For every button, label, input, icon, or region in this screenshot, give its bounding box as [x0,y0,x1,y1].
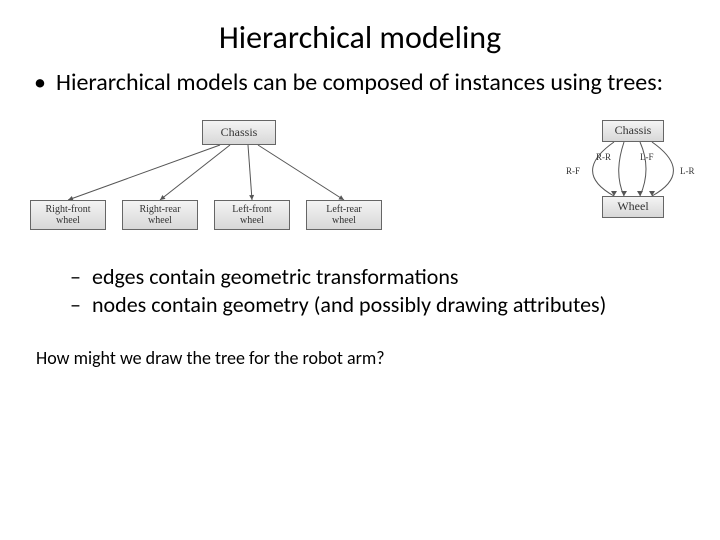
tree1-leaf-node: Right-frontwheel [30,200,106,230]
main-bullet: Hierarchical models can be composed of i… [0,69,720,98]
tree2-leaf-node: Wheel [602,196,664,218]
tree1-leaf-node: Left-rearwheel [306,200,382,230]
sub-bullet-2: nodes contain geometry (and possibly dra… [0,292,720,318]
tree2-root-node: Chassis [602,120,664,142]
slide-title: Hierarchical modeling [0,0,720,69]
sub-bullet-1: edges contain geometric transformations [0,264,720,290]
tree2-edge-label: L-R [680,166,695,176]
diagram-area: Chassis Right-frontwheel Right-rearwheel… [0,116,720,246]
tree2-edge-label: R-R [596,152,611,162]
tree1-root-node: Chassis [202,120,276,145]
tree2-edge-label: R-F [566,166,580,176]
tree2-edge-label: L-F [640,152,654,162]
tree1-leaf-node: Right-rearwheel [122,200,198,230]
question-text: How might we draw the tree for the robot… [0,321,720,369]
tree1-leaf-node: Left-frontwheel [214,200,290,230]
